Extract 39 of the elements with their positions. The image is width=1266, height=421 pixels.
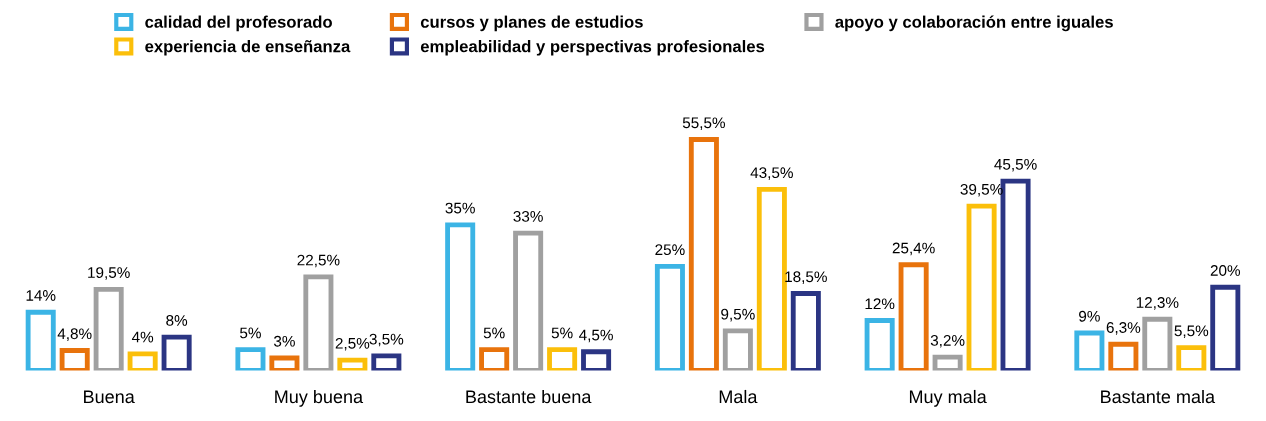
data-label: 25%	[655, 244, 685, 256]
data-label: 4,8%	[57, 328, 92, 341]
data-label: 22,5%	[297, 254, 340, 268]
x-tick-label: Muy mala	[909, 389, 987, 407]
data-label: 5,5%	[1174, 325, 1209, 339]
legend-label: experiencia de enseñanza	[145, 40, 351, 56]
data-label: 5%	[551, 327, 573, 339]
data-label: 6,3%	[1106, 322, 1141, 335]
data-label: 20%	[1210, 265, 1241, 276]
data-label: 4%	[131, 331, 154, 343]
data-label: 12,3%	[1136, 297, 1179, 310]
data-label: 35%	[445, 202, 475, 214]
data-label: 9%	[1079, 310, 1100, 322]
data-label: 33%	[513, 210, 543, 222]
x-tick-label: Bastante buena	[466, 389, 592, 404]
legend-label: apoyo y colaboración entre iguales	[835, 15, 1113, 32]
data-label: 43,5%	[750, 167, 793, 180]
legend-label: cursos y planes de estudios	[420, 15, 643, 32]
legend-label: calidad del profesorado	[145, 15, 332, 32]
data-label: 8%	[166, 315, 188, 326]
data-label: 5%	[240, 327, 261, 339]
data-label: 25,4%	[892, 242, 935, 256]
data-label: 4,5%	[579, 329, 613, 343]
x-tick-label: Buena	[84, 390, 135, 404]
data-label: 19,5%	[88, 267, 130, 280]
data-label: 5%	[483, 327, 505, 339]
data-label: 12%	[865, 298, 895, 310]
data-label: 3%	[273, 335, 295, 347]
x-tick-label: Mala	[719, 389, 758, 404]
data-label: 45,5%	[994, 159, 1037, 172]
legend-label: empleabilidad y perspectivas profesionales	[420, 40, 765, 56]
data-label: 9,5%	[721, 308, 755, 322]
data-label: 55,5%	[682, 117, 726, 130]
data-label: 14%	[26, 290, 56, 301]
x-tick-label: Muy buena	[275, 389, 364, 407]
data-label: 3,5%	[369, 333, 404, 347]
data-label: 2,5%	[335, 337, 370, 351]
x-tick-label: Bastante mala	[1101, 389, 1216, 404]
data-label: 3,2%	[930, 334, 965, 348]
